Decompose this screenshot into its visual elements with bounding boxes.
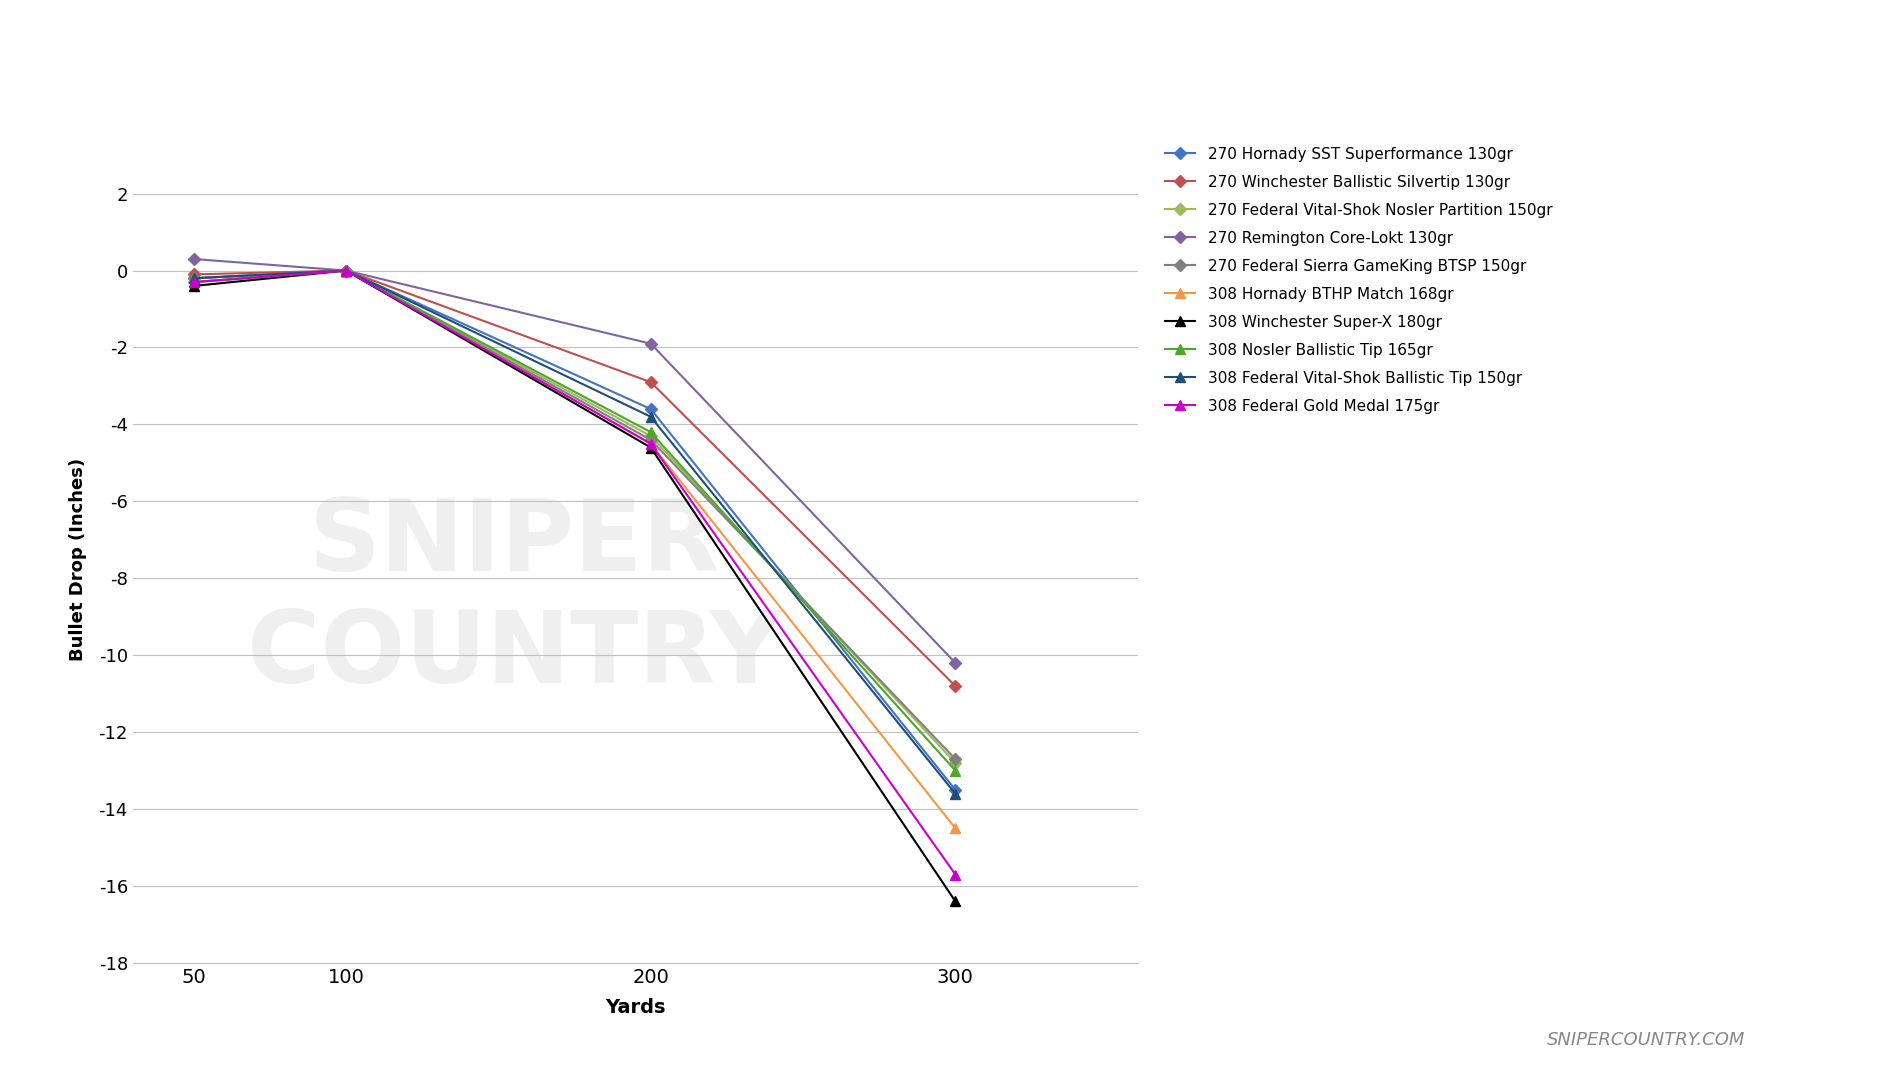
Text: SNIPER
COUNTRY: SNIPER COUNTRY	[247, 494, 782, 704]
X-axis label: Yards: Yards	[605, 998, 666, 1016]
Text: SNIPERCOUNTRY.COM: SNIPERCOUNTRY.COM	[1546, 1030, 1745, 1049]
Y-axis label: Bullet Drop (Inches): Bullet Drop (Inches)	[70, 458, 87, 660]
Legend: 270 Hornady SST Superformance 130gr, 270 Winchester Ballistic Silvertip 130gr, 2: 270 Hornady SST Superformance 130gr, 270…	[1165, 147, 1552, 414]
Text: SHORT RANGE TRAJECTORY: SHORT RANGE TRAJECTORY	[393, 30, 1504, 98]
